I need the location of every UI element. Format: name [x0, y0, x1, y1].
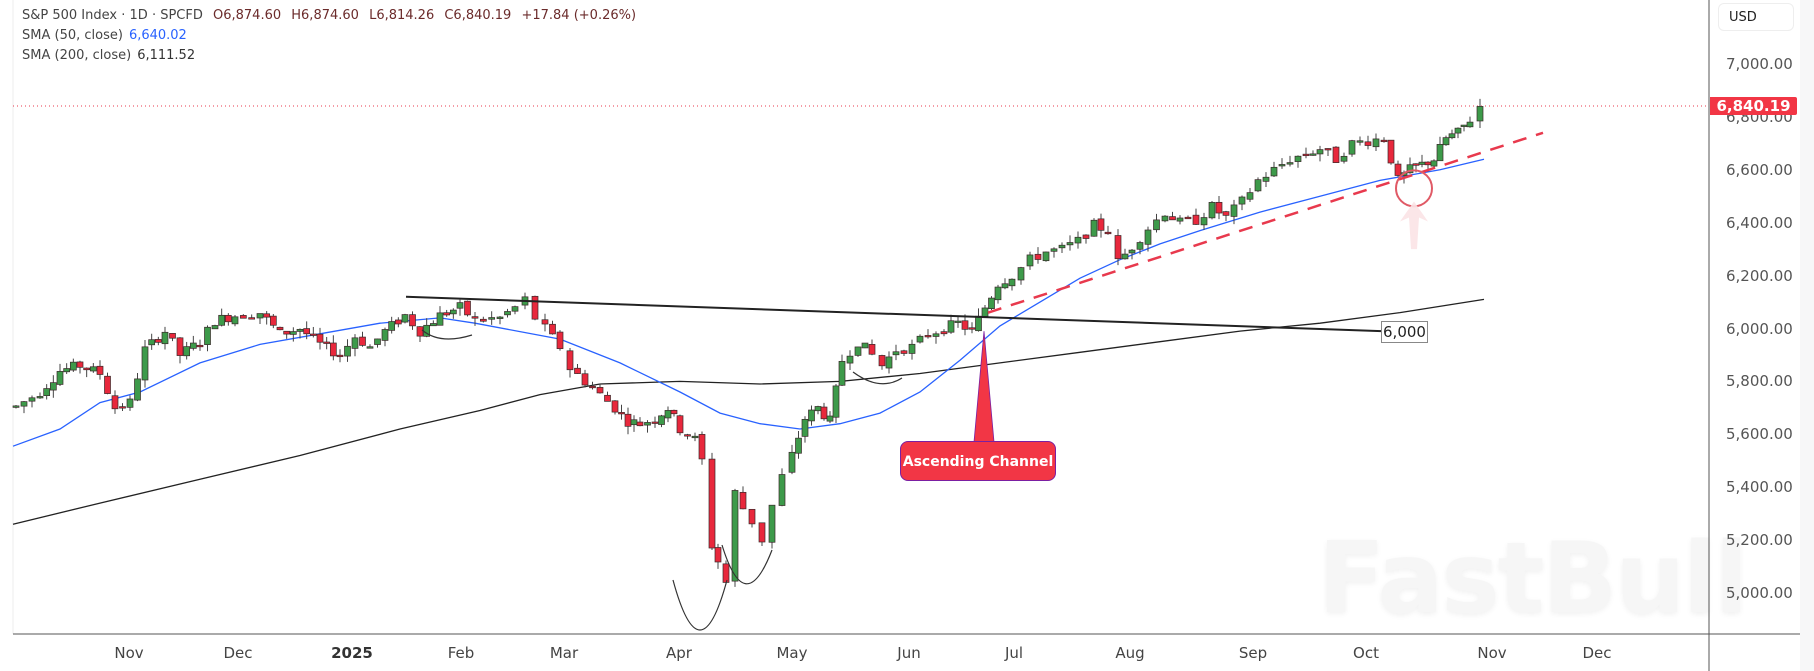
sma200-value: 6,111.52 — [137, 48, 196, 63]
sma200-label: SMA (200, close) — [22, 48, 132, 63]
price-axis[interactable]: 7,000.00 6,800.00 6,600.00 6,400.00 6,200.00… — [1710, 0, 1800, 634]
time-tick-label: Sep — [1238, 644, 1268, 662]
sma50-line — [12, 158, 1485, 447]
time-tick-label: 2025 — [331, 644, 373, 662]
open-value: O6,874.60 — [213, 8, 282, 23]
price-tick-label: 6,600.00 — [1726, 160, 1793, 179]
time-tick-label: Oct — [1353, 644, 1379, 662]
interval[interactable]: 1D — [129, 8, 148, 23]
time-tick-label: Nov — [1477, 644, 1507, 662]
source: SPCFD — [160, 8, 203, 23]
price-tick-label: 5,400.00 — [1726, 478, 1793, 497]
time-tick-label: Mar — [549, 644, 579, 662]
right-scroll-strip — [1800, 0, 1814, 671]
symbol-row: S&P 500 Index · 1D · SPCFD O6,874.60 H6,… — [22, 8, 637, 23]
high-value: H6,874.60 — [291, 8, 359, 23]
last-price-badge: 6,840.19 — [1710, 97, 1797, 115]
level-6000-label[interactable]: 6,000 — [1381, 321, 1428, 343]
sma200-line — [12, 298, 1485, 525]
price-tick-label: 5,600.00 — [1726, 425, 1793, 444]
symbol-name[interactable]: S&P 500 Index — [22, 8, 118, 23]
time-tick-label: Feb — [447, 644, 475, 662]
candlesticks — [12, 98, 1484, 587]
time-tick-label: Dec — [223, 644, 253, 662]
sma50-label: SMA (50, close) — [22, 28, 123, 43]
price-tick-label: 5,000.00 — [1726, 584, 1793, 602]
price-tick-label: 7,000.00 — [1726, 55, 1793, 73]
change-value: +17.84 (+0.26%) — [521, 8, 637, 23]
low-value: L6,814.26 — [369, 8, 435, 23]
price-tick-label: 5,200.00 — [1726, 531, 1793, 550]
currency-selector[interactable]: USD — [1718, 3, 1794, 31]
ascending-channel-callout[interactable]: Ascending Channel — [900, 441, 1056, 481]
sma50-value: 6,640.02 — [128, 28, 187, 43]
price-tick-label: 6,000.00 — [1726, 319, 1793, 338]
time-tick-label: Nov — [114, 644, 144, 662]
watermark-logo: FastBull — [1318, 522, 1748, 636]
time-tick-label: Apr — [666, 644, 692, 662]
sma200-row[interactable]: SMA (200, close) 6,111.52 — [22, 46, 636, 66]
close-value: C6,840.19 — [444, 8, 512, 23]
price-tick-label: 6,200.00 — [1726, 266, 1793, 285]
sma50-row[interactable]: SMA (50, close) 6,640.02 — [22, 26, 636, 46]
price-tick-label: 5,800.00 — [1726, 372, 1793, 391]
time-tick-label: Aug — [1115, 644, 1145, 662]
time-tick-label: Dec — [1582, 644, 1612, 662]
price-tick-label: 6,400.00 — [1726, 213, 1793, 232]
chart-legend: S&P 500 Index · 1D · SPCFD O6,874.60 H6,… — [22, 6, 636, 66]
time-tick-label: Jun — [897, 644, 921, 662]
time-tick-label: May — [776, 644, 808, 662]
time-tick-label: Jul — [1004, 644, 1024, 662]
drawings — [405, 131, 1544, 631]
